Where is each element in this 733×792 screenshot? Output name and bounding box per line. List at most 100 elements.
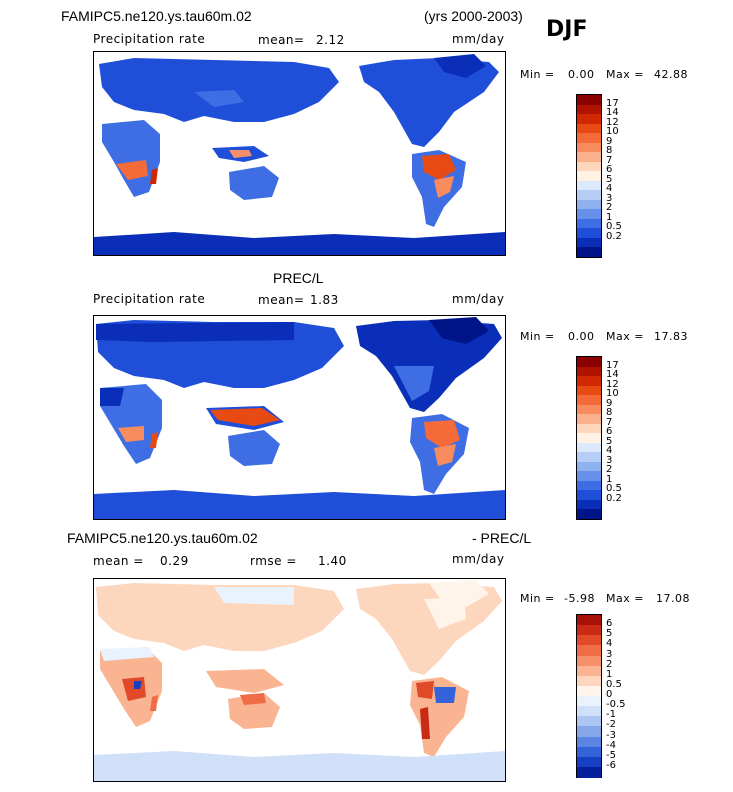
colorbar-segment [577, 152, 601, 163]
colorbar-segment [577, 180, 601, 191]
colorbar-tick-label: 12 [606, 378, 619, 390]
colorbar-segment [577, 442, 601, 453]
panel2-mean-label: mean= [258, 293, 305, 307]
colorbar-tick-label: 9 [606, 135, 613, 147]
colorbar-segment [577, 95, 601, 106]
colorbar-tick-label: 0.2 [606, 492, 622, 504]
panel3-units: mm/day [452, 552, 505, 566]
north-america [359, 58, 499, 147]
australia-north [240, 693, 266, 705]
colorbar-tick-label: 7 [606, 416, 613, 428]
brazil-rain [434, 444, 456, 466]
colorbar-segment [577, 675, 601, 687]
colorbar-tick-label: 4 [606, 183, 613, 195]
panel1-max-label: Max = [606, 68, 644, 81]
colorbar-tick-label: 12 [606, 116, 619, 128]
panel1-caption: PREC/L [273, 270, 324, 286]
colorbar-tick-label: 1 [606, 668, 613, 680]
panel3-case-title: FAMIPC5.ne120.ys.tau60m.02 [67, 530, 258, 546]
indonesia-rain [210, 408, 280, 426]
colorbar-segment [577, 414, 601, 425]
colorbar-tick-label: 14 [606, 369, 619, 381]
colorbar-tick-label: 2 [606, 464, 613, 476]
amazon-pos [416, 681, 434, 699]
colorbar-tick-label: 3 [606, 648, 613, 660]
panel1-variable: Precipitation rate [93, 32, 206, 46]
colorbar-segment [577, 615, 601, 626]
colorbar-tick-label: -5 [606, 749, 616, 761]
panel3-map-graphic [94, 580, 505, 781]
madagascar [150, 695, 158, 711]
colorbar-tick-label: 5 [606, 628, 613, 640]
antarctica [94, 490, 505, 519]
colorbar-segment [577, 746, 601, 758]
africa-rain [116, 160, 148, 180]
colorbar-segment [577, 433, 601, 444]
panel3-max-label: Max = [606, 592, 644, 605]
panel2-mean-value: 1.83 [310, 293, 339, 307]
colorbar-segment [577, 685, 601, 697]
africa [102, 120, 160, 197]
brazil-rain [434, 176, 454, 198]
greenland [429, 580, 489, 607]
antarctica [94, 232, 505, 255]
colorbar-tick-label: -3 [606, 729, 616, 741]
panel2-map [93, 315, 506, 520]
colorbar-segment [577, 452, 601, 463]
colorbar-segment [577, 376, 601, 387]
north-america-south [394, 366, 434, 401]
colorbar-tick-label: 3 [606, 454, 613, 466]
africa-neg [134, 681, 142, 689]
colorbar-segment [577, 726, 601, 737]
colorbar-segment [577, 199, 601, 210]
colorbar-segment [577, 499, 601, 510]
colorbar-tick-label: 9 [606, 397, 613, 409]
colorbar-tick-label: 0.5 [606, 678, 622, 690]
colorbar-segment [577, 490, 601, 501]
australia [229, 166, 279, 200]
colorbar-segment [577, 766, 601, 778]
colorbar-tick-label: 10 [606, 388, 619, 400]
colorbar-segment [577, 471, 601, 482]
colorbar-segment [577, 123, 601, 134]
panel3-min-value: -5.98 [564, 592, 595, 605]
colorbar-tick-label: 4 [606, 638, 613, 650]
colorbar-segment [577, 423, 601, 434]
colorbar-tick-label: -2 [606, 719, 616, 731]
panel1-map-graphic [94, 54, 505, 255]
colorbar-tick-label: 1 [606, 473, 613, 485]
colorbar-segment [577, 133, 601, 144]
panel1-mean-value: 2.12 [316, 33, 345, 47]
panel2-colorbar [576, 356, 602, 520]
antarctica [94, 751, 505, 781]
indonesia [206, 669, 284, 693]
colorbar-tick-label: 6 [606, 426, 613, 438]
colorbar-segment [577, 190, 601, 201]
colorbar-segment [577, 404, 601, 415]
panel2-max-value: 17.83 [654, 330, 688, 343]
madagascar [150, 168, 158, 184]
panel2-map-graphic [94, 317, 505, 519]
andes-pos [420, 707, 430, 739]
panel3-mean-value: 0.29 [160, 554, 189, 568]
colorbar-segment [577, 104, 601, 115]
africa-west [100, 388, 124, 406]
colorbar-segment [577, 161, 601, 172]
colorbar-tick-label: 10 [606, 126, 619, 138]
amazon-rain [424, 420, 460, 448]
colorbar-segment [577, 696, 601, 707]
panel3-diff-label: - PREC/L [472, 530, 532, 546]
colorbar-segment [577, 461, 601, 472]
australia [228, 693, 280, 729]
colorbar-tick-label: 8 [606, 407, 613, 419]
colorbar-segment [577, 480, 601, 491]
colorbar-segment [577, 247, 601, 258]
colorbar-segment [577, 509, 601, 520]
colorbar-tick-label: 5 [606, 173, 613, 185]
colorbar-tick-label: 5 [606, 435, 613, 447]
colorbar-tick-label: 17 [606, 97, 619, 109]
siberia [214, 587, 294, 605]
panel1-map [93, 51, 506, 256]
colorbar-tick-label: 0 [606, 689, 613, 700]
panel3-colorbar [576, 614, 602, 778]
